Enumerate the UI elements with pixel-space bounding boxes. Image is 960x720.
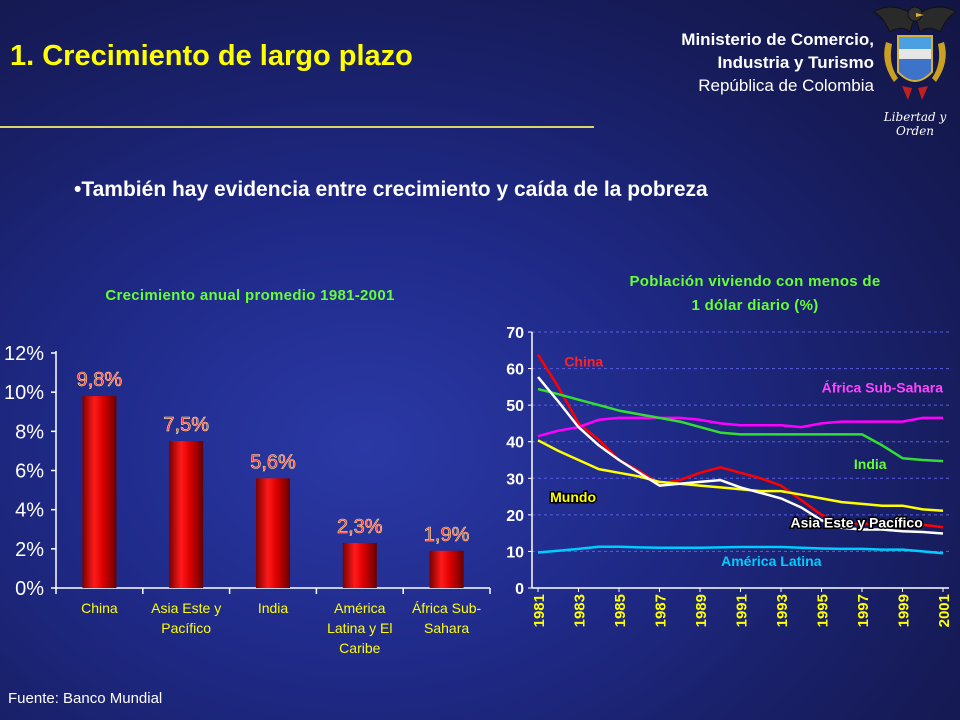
bar-category-label: India: [258, 600, 289, 616]
line-x-tick-label: 1989: [693, 594, 710, 627]
line-x-tick-label: 1991: [734, 594, 751, 627]
ministry-line-3: República de Colombia: [698, 76, 874, 95]
line-x-tick-label: 1987: [653, 594, 670, 627]
bar-chart: 0% 2% 4% 6% 8% 10% 12% 9,8% China 7,5% Asia Este y…: [4, 343, 491, 656]
bar-category-label: África Sub-: [412, 600, 482, 616]
line-chart: 0 10 20 30 40 50 60 70 1981 1983 1985 1987 1989 1991 1…: [506, 325, 953, 627]
series-label: América Latina: [721, 553, 822, 569]
line-chart-title: Población viviendo con menos de 1 dólar …: [565, 270, 945, 318]
bar-category-label: América: [334, 600, 386, 616]
ministry-line-1: Ministerio de Comercio,: [681, 30, 874, 49]
series-label: India: [854, 456, 887, 472]
line-x-tick-label: 1999: [896, 594, 913, 627]
line-y-tick-label: 40: [506, 435, 524, 452]
bar-y-tick-label: 8%: [15, 421, 44, 443]
bar-data-label: 2,3%: [337, 516, 383, 538]
bar-data-label: 1,9%: [424, 524, 470, 546]
line-y-tick-label: 10: [506, 544, 524, 561]
motto-text: Libertad y Orden: [883, 110, 947, 138]
bar-chart-title: Crecimiento anual promedio 1981-2001: [105, 287, 395, 304]
bar: [429, 550, 464, 588]
series-line-india: [537, 387, 944, 463]
series-line-asia-este-y-pac-fico: [537, 376, 944, 535]
line-x-tick-label: 1981: [531, 594, 548, 627]
bar-category-label: China: [81, 600, 118, 616]
series-line-am-rica-latina: [537, 545, 944, 555]
bar-category-label: Latina y El: [327, 620, 392, 636]
bar-data-label: 7,5%: [163, 414, 209, 436]
bar-y-tick-label: 6%: [15, 461, 44, 483]
series-label: Asia Este y Pacífico: [790, 515, 922, 531]
series-label: África Sub-Sahara: [822, 379, 944, 395]
line-x-tick-label: 1995: [815, 594, 832, 627]
line-y-tick-label: 50: [506, 398, 524, 415]
bar-data-label: 5,6%: [250, 451, 296, 473]
bar: [342, 542, 377, 588]
line-y-tick-label: 0: [515, 581, 524, 598]
line-y-tick-label: 70: [506, 325, 524, 342]
bar-y-tick-label: 4%: [15, 500, 44, 522]
bar-category-label: Pacífico: [161, 620, 211, 636]
ministry-block: Ministerio de Comercio, Industria y Turi…: [681, 28, 874, 97]
bar: [169, 441, 204, 588]
line-x-tick-label: 1997: [855, 594, 872, 627]
line-y-tick-label: 60: [506, 362, 524, 379]
line-x-tick-label: 2001: [936, 594, 953, 627]
page-title: 1. Crecimiento de largo plazo: [10, 40, 413, 72]
coat-of-arms-logo: [873, 6, 957, 100]
bar-y-tick-label: 10%: [4, 382, 44, 404]
series-line-china: [536, 354, 944, 529]
bar-data-label: 9,8%: [77, 369, 123, 391]
series-line--frica-sub-sahara: [537, 416, 943, 438]
bar: [82, 396, 117, 588]
line-x-tick-label: 1985: [612, 594, 629, 627]
bar-category-label: Caribe: [339, 640, 380, 656]
series-label: Mundo: [550, 489, 596, 505]
line-y-tick-label: 30: [506, 471, 524, 488]
source-note: Fuente: Banco Mundial: [8, 690, 163, 707]
line-x-tick-label: 1993: [774, 594, 791, 627]
bar-category-label: Sahara: [424, 620, 469, 636]
bar-y-tick-label: 2%: [15, 539, 44, 561]
bullet-text: •También hay evidencia entre crecimiento…: [74, 178, 708, 201]
line-x-tick-label: 1983: [572, 594, 589, 627]
ministry-line-2: Industria y Turismo: [717, 53, 875, 72]
line-chart-title-line-1: Población viviendo con menos de: [629, 273, 881, 290]
bar-category-label: Asia Este y: [151, 600, 221, 616]
bar-y-tick-label: 0%: [15, 578, 44, 600]
series-line-mundo: [537, 439, 944, 513]
series-label: China: [564, 354, 603, 370]
bar: [256, 478, 290, 588]
line-y-tick-label: 20: [506, 508, 524, 525]
title-divider: [0, 126, 594, 128]
line-chart-title-line-2: 1 dólar diario (%): [691, 297, 819, 314]
bar-y-tick-label: 12%: [4, 343, 44, 365]
